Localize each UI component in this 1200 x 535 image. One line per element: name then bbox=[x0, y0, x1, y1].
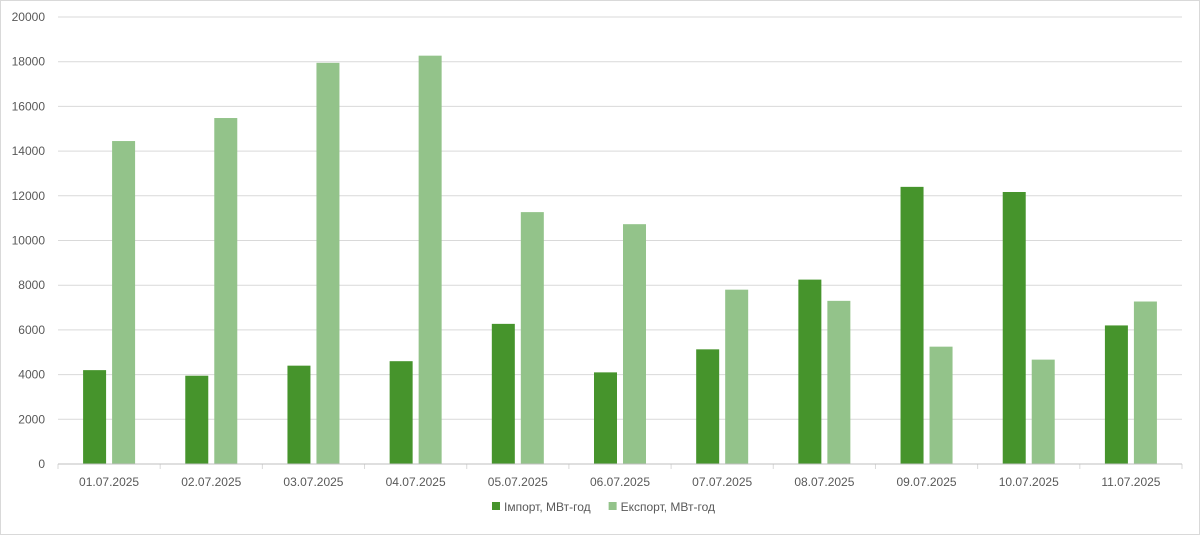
legend-swatch-export bbox=[608, 502, 617, 510]
y-tick-label: 12000 bbox=[12, 189, 46, 203]
bar-export bbox=[418, 55, 442, 465]
x-tick-label: 10.07.2025 bbox=[999, 475, 1059, 489]
bar-import bbox=[900, 186, 924, 465]
bars bbox=[83, 55, 1157, 465]
bar-export bbox=[725, 289, 749, 464]
x-tick-label: 01.07.2025 bbox=[79, 475, 139, 489]
x-axis: 01.07.2025 02.07.2025 03.07.2025 04.07.2025… bbox=[57, 463, 1183, 489]
bar-import bbox=[594, 372, 617, 464]
bar-export bbox=[520, 212, 544, 464]
bar-import bbox=[389, 361, 413, 464]
gridlines bbox=[58, 16, 1182, 465]
bar-import bbox=[491, 323, 515, 464]
y-tick-label: 10000 bbox=[12, 234, 46, 248]
legend-label-import: Імпорт, МВт-год bbox=[504, 500, 591, 514]
legend-label-export: Експорт, МВт-год bbox=[621, 500, 715, 514]
x-tick-label: 04.07.2025 bbox=[386, 475, 446, 489]
y-tick-label: 8000 bbox=[18, 278, 45, 292]
bar-export bbox=[827, 300, 851, 464]
y-tick-label: 0 bbox=[38, 457, 45, 471]
legend: Імпорт, МВт-год Експорт, МВт-год bbox=[492, 500, 715, 514]
bar-export bbox=[1133, 301, 1157, 464]
bar-import bbox=[696, 349, 720, 464]
bar-export bbox=[316, 62, 340, 464]
x-tick-label: 09.07.2025 bbox=[897, 475, 957, 489]
x-tick-label: 08.07.2025 bbox=[794, 475, 854, 489]
legend-swatch-import bbox=[492, 502, 500, 510]
y-tick-label: 14000 bbox=[12, 144, 46, 158]
bar-import bbox=[798, 279, 822, 464]
x-tick-label: 02.07.2025 bbox=[181, 475, 241, 489]
x-tick-label: 05.07.2025 bbox=[488, 475, 548, 489]
bar-import bbox=[287, 365, 311, 464]
x-tick-label: 06.07.2025 bbox=[590, 475, 650, 489]
y-axis: 0 2000 4000 6000 8000 10000 12000 14000 16000 180… bbox=[12, 10, 46, 471]
bar-export bbox=[214, 118, 238, 464]
x-tick-label: 11.07.2025 bbox=[1101, 475, 1160, 489]
bar-export bbox=[112, 141, 136, 465]
bar-import bbox=[83, 370, 107, 464]
y-tick-label: 16000 bbox=[12, 99, 46, 113]
y-tick-label: 4000 bbox=[18, 368, 45, 382]
y-tick-label: 6000 bbox=[18, 323, 45, 337]
bar-export bbox=[929, 346, 953, 464]
x-tick-label: 03.07.2025 bbox=[283, 475, 343, 489]
bar-export bbox=[1031, 359, 1055, 464]
y-tick-label: 2000 bbox=[18, 412, 45, 426]
x-tick-label: 07.07.2025 bbox=[692, 475, 752, 489]
bar-import bbox=[1104, 325, 1128, 464]
y-tick-label: 18000 bbox=[12, 55, 46, 69]
bar-import bbox=[185, 375, 209, 464]
y-tick-label: 20000 bbox=[12, 10, 46, 24]
bar-export bbox=[623, 224, 646, 464]
bar-import bbox=[1002, 192, 1026, 465]
